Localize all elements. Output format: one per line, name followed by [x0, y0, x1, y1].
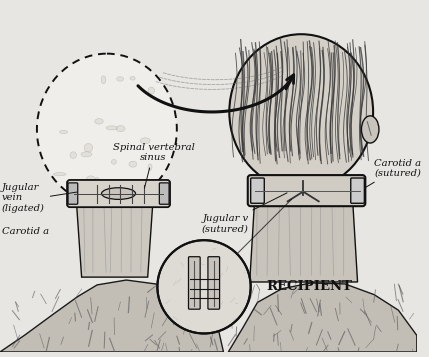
Text: RECIPIENT: RECIPIENT	[266, 280, 352, 293]
Ellipse shape	[140, 138, 150, 144]
Ellipse shape	[112, 160, 116, 164]
Ellipse shape	[362, 116, 379, 143]
Polygon shape	[76, 192, 154, 277]
Ellipse shape	[230, 34, 373, 190]
Ellipse shape	[81, 152, 92, 157]
FancyBboxPatch shape	[68, 183, 78, 204]
Ellipse shape	[94, 178, 100, 187]
Ellipse shape	[86, 176, 96, 185]
Ellipse shape	[102, 188, 136, 200]
Text: Carotid a
(sutured): Carotid a (sutured)	[366, 159, 421, 187]
Text: Carotid a: Carotid a	[2, 227, 49, 236]
Ellipse shape	[116, 126, 125, 132]
Polygon shape	[0, 280, 224, 352]
Ellipse shape	[53, 173, 66, 176]
Ellipse shape	[117, 77, 124, 81]
FancyBboxPatch shape	[67, 180, 170, 207]
FancyBboxPatch shape	[208, 257, 220, 309]
Ellipse shape	[148, 87, 154, 94]
Ellipse shape	[129, 161, 137, 167]
FancyBboxPatch shape	[248, 175, 366, 206]
Ellipse shape	[106, 126, 118, 130]
Ellipse shape	[148, 164, 152, 170]
Ellipse shape	[95, 119, 103, 124]
Ellipse shape	[70, 152, 76, 159]
Text: Jugular
vein
(ligated): Jugular vein (ligated)	[2, 183, 77, 213]
Ellipse shape	[37, 54, 177, 205]
FancyBboxPatch shape	[188, 257, 200, 309]
FancyBboxPatch shape	[159, 183, 169, 204]
Ellipse shape	[101, 76, 106, 84]
Text: Jugular v
(sutured): Jugular v (sutured)	[202, 193, 287, 233]
Ellipse shape	[84, 144, 93, 152]
Ellipse shape	[130, 76, 135, 80]
Ellipse shape	[60, 130, 68, 134]
FancyBboxPatch shape	[351, 178, 364, 203]
Circle shape	[157, 240, 251, 333]
Text: Spinal vertebral
sinus: Spinal vertebral sinus	[112, 143, 194, 188]
FancyBboxPatch shape	[251, 178, 264, 203]
Polygon shape	[250, 185, 357, 282]
Polygon shape	[228, 283, 417, 352]
